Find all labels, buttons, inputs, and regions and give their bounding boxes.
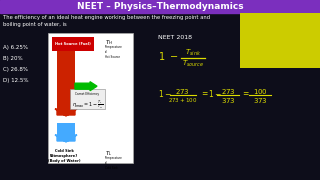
Text: $T_{sink}$: $T_{sink}$ [185, 48, 201, 58]
Text: $100$: $100$ [252, 87, 268, 96]
Bar [240, 13, 320, 68]
Text: $1-$: $1-$ [208, 88, 222, 99]
Text: $T_L$: $T_L$ [105, 149, 112, 158]
Text: The efficiency of an ideal heat engine working between the freezing point and: The efficiency of an ideal heat engine w… [3, 15, 210, 20]
Text: $273$: $273$ [175, 87, 189, 96]
Text: Cold Sink
[Atmosphere]
(Body of Water): Cold Sink [Atmosphere] (Body of Water) [48, 149, 80, 163]
Text: $373$: $373$ [220, 96, 236, 105]
Bar [48, 33, 133, 163]
Text: $=$: $=$ [200, 88, 209, 97]
Text: $=$: $=$ [241, 88, 250, 97]
Bar [52, 37, 94, 51]
Text: A) 6.25%: A) 6.25% [3, 45, 28, 50]
Bar [57, 51, 75, 115]
Text: D) 12.5%: D) 12.5% [3, 78, 28, 83]
Text: $T_{source}$: $T_{source}$ [182, 59, 204, 69]
Text: boiling point of water, is: boiling point of water, is [3, 22, 67, 27]
Text: B) 20%: B) 20% [3, 56, 23, 61]
Text: NEET 2018: NEET 2018 [158, 35, 192, 40]
Text: $\eta_{max} = 1 - \frac{T_L}{T_H}$: $\eta_{max} = 1 - \frac{T_L}{T_H}$ [72, 98, 103, 111]
Text: Carnot Efficiency: Carnot Efficiency [76, 92, 100, 96]
Text: $273$: $273$ [220, 87, 236, 96]
Text: NEET – Physics–Thermodynamics: NEET – Physics–Thermodynamics [77, 2, 243, 11]
Text: $1\ -$: $1\ -$ [158, 50, 178, 62]
Text: $373$: $373$ [252, 96, 268, 105]
Text: Hot Source (Fuel): Hot Source (Fuel) [55, 42, 91, 46]
Text: Temperature
of
Cold Sink: Temperature of Cold Sink [105, 156, 123, 170]
Bar [70, 89, 105, 109]
FancyArrow shape [55, 135, 77, 142]
Text: $273+100$: $273+100$ [168, 96, 198, 104]
Text: C) 26.8%: C) 26.8% [3, 67, 28, 72]
Text: $1-$: $1-$ [158, 88, 172, 99]
Bar [0, 0, 320, 13]
Text: Temperature
of
Hot Source: Temperature of Hot Source [105, 45, 123, 59]
FancyArrow shape [55, 109, 77, 116]
Text: $T_H$: $T_H$ [105, 38, 113, 47]
FancyArrow shape [75, 82, 97, 91]
Bar [57, 123, 75, 141]
